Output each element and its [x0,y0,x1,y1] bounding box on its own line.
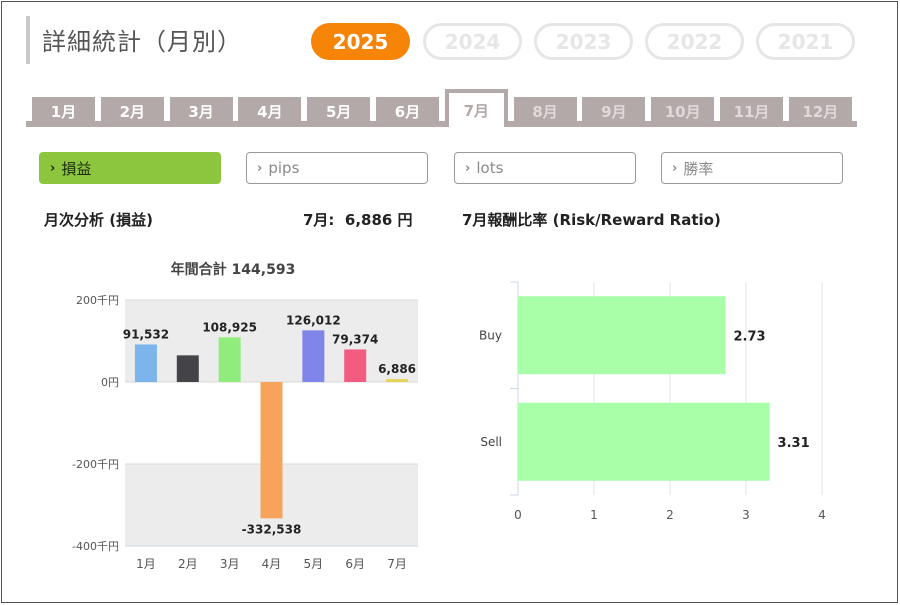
bar-buy[interactable] [518,296,726,375]
monthly-analysis-heading: 月次分析 (損益) [44,211,153,229]
title-accent-bar [26,16,30,64]
month-tabs-baseline [26,121,857,127]
y-category-label: Sell [480,435,502,449]
current-month-prefix: 7月: [303,211,335,229]
year-tab-2025[interactable]: 2025 [311,23,410,60]
bar-data-label: 126,012 [286,313,341,327]
metric-button-label: 損益 [61,159,92,178]
tab-month-5[interactable]: 5月 [307,97,371,125]
bar-sell[interactable] [518,402,770,481]
bar-data-label: 91,532 [123,327,169,341]
metric-button-label: pips [268,159,300,177]
annual-total-label: 年間合計 144,593 [171,261,296,278]
x-tick-label: 6月 [345,557,365,571]
x-tick-label: 3月 [220,557,240,571]
tab-month-2[interactable]: 2月 [100,97,164,125]
bar-3月[interactable] [218,337,241,382]
year-tab-2022[interactable]: 2022 [645,23,744,60]
tab-month-9[interactable]: 9月 [582,97,646,125]
bar-5月[interactable] [302,330,325,382]
metric-button-label: 勝率 [683,159,714,178]
bar-2月[interactable] [176,355,199,382]
current-month-value: 6,886 円 [344,211,413,229]
tab-month-11[interactable]: 11月 [720,97,783,125]
chevron-right-icon: › [257,160,263,176]
page-title: 詳細統計（月別） [42,28,242,56]
plot-band-upper [125,300,418,382]
x-tick-label: 5月 [304,557,324,571]
x-tick-label: 3 [742,508,750,522]
x-tick-label: 4月 [262,557,282,571]
x-tick-label: 0 [514,508,522,522]
bar-data-label: -332,538 [242,522,302,536]
bar-data-label: 3.31 [778,436,810,451]
tab-month-6[interactable]: 6月 [376,97,439,125]
metric-button-pips[interactable]: › pips [246,152,428,184]
chevron-right-icon: › [672,160,678,176]
chevron-right-icon: › [50,160,56,176]
year-tab-2021[interactable]: 2021 [756,23,855,60]
x-tick-label: 2月 [178,557,198,571]
bar-data-label: 6,886 [378,362,416,376]
x-tick-label: 7月 [387,557,407,571]
tab-month-3[interactable]: 3月 [169,97,233,125]
x-tick-label: 1月 [136,557,156,571]
monthly-pl-chart: 年間合計 144,593 200千円 0円 -200千円 -400千円 91,532 1月… [72,261,418,571]
bar-7月[interactable] [386,379,409,382]
rr-ratio-heading: 7月報酬比率 (Risk/Reward Ratio) [462,211,721,229]
x-tick-label: 1 [590,508,598,522]
tab-month-7[interactable]: 7月 [444,89,508,127]
bar-data-label: 2.73 [733,329,765,344]
bar-data-label: 108,925 [202,320,257,334]
x-tick-label: 2 [666,508,674,522]
metric-button-label: lots [476,159,504,177]
bar-1月[interactable] [134,344,157,382]
bar-4月[interactable] [260,382,283,519]
bar-data-label: 79,374 [332,332,378,346]
tab-month-12[interactable]: 12月 [788,97,852,125]
y-tick-label: -400千円 [72,540,119,553]
bar-6月[interactable] [344,349,367,382]
y-tick-label: 0円 [101,376,119,389]
tab-month-8[interactable]: 8月 [513,97,577,125]
y-tick-label: -200千円 [72,458,119,471]
rr-ratio-chart: 0 1 2 3 4 Buy 2.73 Sell 3.31 [479,281,826,522]
year-tab-2024[interactable]: 2024 [423,23,522,60]
x-tick-label: 4 [818,508,826,522]
y-tick-label: 200千円 [76,294,119,307]
chevron-right-icon: › [465,160,471,176]
metric-button-winrate[interactable]: › 勝率 [661,152,843,184]
year-tab-2023[interactable]: 2023 [534,23,633,60]
metric-button-lots[interactable]: › lots [454,152,636,184]
metric-button-pl[interactable]: › 損益 [39,152,221,184]
tab-month-4[interactable]: 4月 [238,97,302,125]
tab-month-1[interactable]: 1月 [32,97,95,125]
y-category-label: Buy [479,328,502,342]
current-month-summary: 7月: 6,886 円 [303,209,413,230]
tab-month-10[interactable]: 10月 [651,97,715,125]
